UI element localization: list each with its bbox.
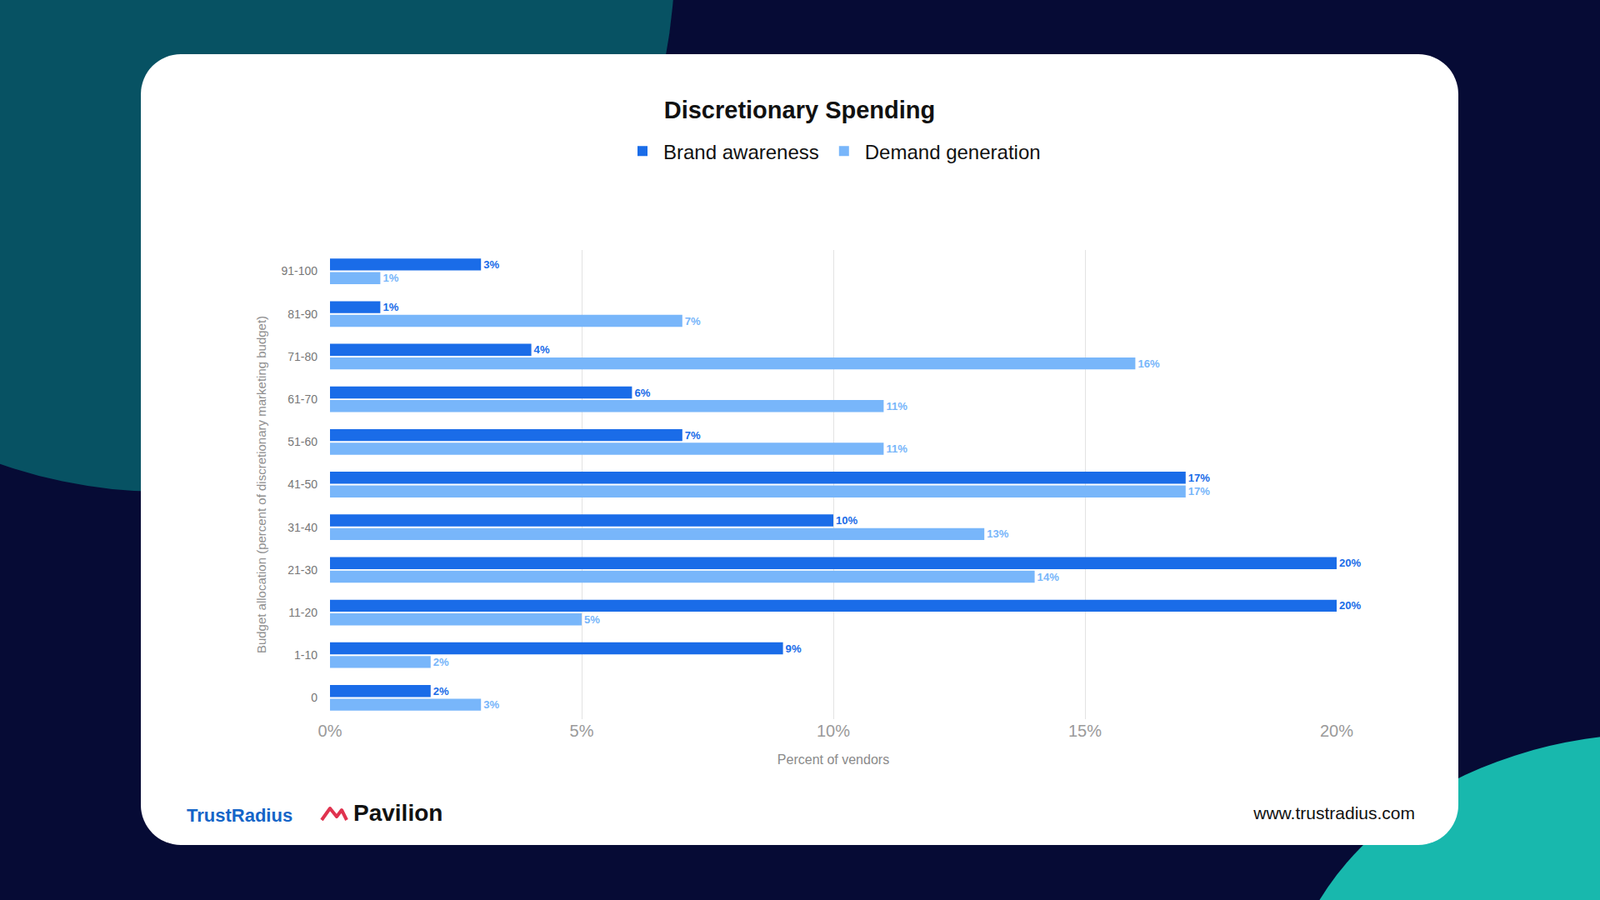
html-text:www.trustradius.com: www.trustradius.com bbox=[1253, 803, 1415, 823]
svg-text:3%: 3% bbox=[483, 258, 500, 271]
svg-text:0: 0 bbox=[310, 690, 318, 705]
svg-text:11%: 11% bbox=[885, 442, 908, 455]
svg-text:15%: 15% bbox=[1068, 721, 1102, 740]
svg-text:2%: 2% bbox=[433, 685, 450, 698]
svg-text:71-80: 71-80 bbox=[287, 350, 318, 364]
svg-text:5%: 5% bbox=[570, 721, 595, 740]
svg-text:20%: 20% bbox=[1339, 599, 1362, 612]
svg-text:91-100: 91-100 bbox=[280, 264, 318, 278]
svg-text:2%: 2% bbox=[433, 655, 450, 669]
svg-text:31-40: 31-40 bbox=[287, 520, 318, 535]
svg-text:61-70: 61-70 bbox=[287, 392, 318, 406]
svg-text:5%: 5% bbox=[584, 613, 600, 626]
svg-text:1%: 1% bbox=[382, 300, 399, 314]
svg-text:Discretionary Spending: Discretionary Spending bbox=[664, 96, 936, 124]
svg-text:7%: 7% bbox=[685, 315, 701, 328]
svg-text:10%: 10% bbox=[816, 721, 850, 740]
svg-text:20%: 20% bbox=[1320, 721, 1354, 740]
html-text:Pavilion: Pavilion bbox=[353, 800, 443, 826]
svg-text:10%: 10% bbox=[835, 514, 859, 527]
html-text:TrustRadius: TrustRadius bbox=[186, 805, 293, 826]
svg-text:Percent of vendors: Percent of vendors bbox=[777, 752, 890, 767]
svg-text:3%: 3% bbox=[483, 698, 500, 711]
svg-text:Brand awareness: Brand awareness bbox=[663, 140, 820, 164]
svg-text:1-10: 1-10 bbox=[294, 648, 318, 662]
svg-text:Demand generation: Demand generation bbox=[865, 140, 1041, 164]
svg-text:4%: 4% bbox=[534, 343, 550, 356]
svg-text:51-60: 51-60 bbox=[287, 435, 318, 449]
svg-text:81-90: 81-90 bbox=[287, 307, 318, 321]
svg-text:11%: 11% bbox=[885, 400, 908, 413]
svg-text:Budget allocation (percent of: Budget allocation (percent of discretion… bbox=[254, 315, 269, 654]
svg-text:13%: 13% bbox=[986, 527, 1010, 540]
svg-text:7%: 7% bbox=[685, 429, 701, 442]
svg-text:17%: 17% bbox=[1188, 471, 1211, 485]
svg-text:41-50: 41-50 bbox=[287, 477, 318, 491]
svg-text:9%: 9% bbox=[785, 642, 802, 655]
svg-text:16%: 16% bbox=[1137, 357, 1160, 370]
svg-text:11-20: 11-20 bbox=[288, 605, 318, 620]
svg-text:1%: 1% bbox=[382, 271, 399, 285]
svg-text:21-30: 21-30 bbox=[287, 563, 318, 577]
svg-text:17%: 17% bbox=[1188, 485, 1211, 498]
svg-text:14%: 14% bbox=[1037, 570, 1060, 584]
svg-text:6%: 6% bbox=[634, 386, 650, 400]
svg-text:0%: 0% bbox=[318, 721, 343, 740]
svg-text:20%: 20% bbox=[1339, 556, 1362, 570]
